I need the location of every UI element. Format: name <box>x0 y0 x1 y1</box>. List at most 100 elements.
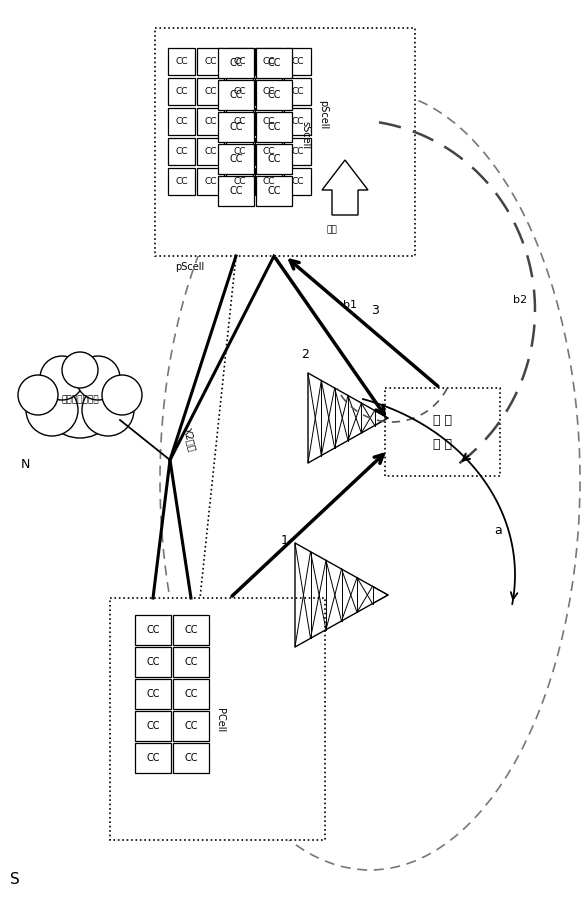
Bar <box>197 78 224 105</box>
Text: 終 末: 終 末 <box>433 413 452 427</box>
Bar <box>218 176 254 206</box>
Text: CC: CC <box>146 657 160 667</box>
Bar <box>284 108 311 135</box>
Bar <box>173 711 209 741</box>
Bar <box>168 168 195 195</box>
Text: CC: CC <box>292 87 304 96</box>
Bar <box>173 679 209 709</box>
Bar <box>284 138 311 165</box>
Bar <box>110 598 325 840</box>
Text: CC: CC <box>175 57 188 66</box>
Bar <box>255 138 282 165</box>
Text: N: N <box>20 459 30 471</box>
Text: CC: CC <box>204 87 217 96</box>
Bar <box>256 112 292 142</box>
Circle shape <box>76 356 120 400</box>
Text: CC: CC <box>267 186 281 196</box>
Bar <box>173 615 209 645</box>
Text: CC: CC <box>229 122 243 132</box>
Text: CC: CC <box>262 177 275 186</box>
Bar <box>218 48 254 78</box>
Text: sScell: sScell <box>300 121 310 149</box>
Circle shape <box>40 356 84 400</box>
Text: CC: CC <box>204 147 217 156</box>
Bar <box>218 112 254 142</box>
Text: 装 置: 装 置 <box>433 437 452 451</box>
Text: CC: CC <box>175 87 188 96</box>
Text: CC: CC <box>262 147 275 156</box>
Bar <box>135 615 171 645</box>
Bar <box>168 108 195 135</box>
Bar <box>197 138 224 165</box>
Text: CC: CC <box>233 177 246 186</box>
Bar <box>218 80 254 110</box>
Text: 2: 2 <box>301 348 309 362</box>
Bar <box>135 647 171 677</box>
Polygon shape <box>322 160 368 215</box>
Text: CC: CC <box>267 154 281 164</box>
Text: pScell: pScell <box>318 101 328 129</box>
Circle shape <box>42 362 118 438</box>
Bar <box>284 168 311 195</box>
Text: CC: CC <box>262 117 275 126</box>
Text: CC: CC <box>204 177 217 186</box>
Text: CC: CC <box>229 186 243 196</box>
Bar <box>168 48 195 75</box>
Text: CC: CC <box>184 721 198 731</box>
Text: CC: CC <box>267 90 281 100</box>
Text: インターネット: インターネット <box>61 395 99 404</box>
Bar <box>226 78 253 105</box>
Text: CC: CC <box>184 753 198 763</box>
Text: CC: CC <box>204 57 217 66</box>
Text: CC: CC <box>175 177 188 186</box>
Text: a: a <box>494 524 502 536</box>
Text: CC: CC <box>267 58 281 68</box>
Text: CC: CC <box>229 58 243 68</box>
Bar <box>197 48 224 75</box>
Text: X2回線: X2回線 <box>182 427 198 453</box>
Circle shape <box>62 352 98 388</box>
Bar <box>226 168 253 195</box>
Text: CC: CC <box>292 147 304 156</box>
Text: S: S <box>10 873 20 887</box>
Bar <box>255 168 282 195</box>
Text: CC: CC <box>262 57 275 66</box>
Text: CC: CC <box>229 90 243 100</box>
Circle shape <box>26 384 78 436</box>
Bar <box>284 78 311 105</box>
Text: CC: CC <box>184 657 198 667</box>
Text: 3: 3 <box>371 304 379 316</box>
Bar <box>226 48 253 75</box>
Bar <box>135 679 171 709</box>
Text: CC: CC <box>146 689 160 699</box>
Bar <box>256 48 292 78</box>
Text: CC: CC <box>146 721 160 731</box>
Bar <box>197 108 224 135</box>
Bar <box>173 743 209 773</box>
Bar <box>226 138 253 165</box>
Text: 1: 1 <box>281 533 289 547</box>
Bar <box>255 108 282 135</box>
Bar <box>284 48 311 75</box>
Bar <box>218 144 254 174</box>
Text: CC: CC <box>233 147 246 156</box>
Text: CC: CC <box>229 154 243 164</box>
Bar <box>226 108 253 135</box>
Bar <box>155 28 415 256</box>
Bar <box>256 80 292 110</box>
Text: CC: CC <box>292 117 304 126</box>
Bar <box>173 647 209 677</box>
Bar <box>256 176 292 206</box>
Text: CC: CC <box>262 87 275 96</box>
Text: CC: CC <box>184 689 198 699</box>
Bar <box>255 48 282 75</box>
Text: CC: CC <box>184 625 198 635</box>
Text: CC: CC <box>146 625 160 635</box>
Bar <box>255 78 282 105</box>
Text: CC: CC <box>146 753 160 763</box>
Text: PCell: PCell <box>215 708 225 732</box>
Text: b1: b1 <box>343 300 357 310</box>
Text: CC: CC <box>175 117 188 126</box>
Bar <box>135 711 171 741</box>
Text: CC: CC <box>233 57 246 66</box>
